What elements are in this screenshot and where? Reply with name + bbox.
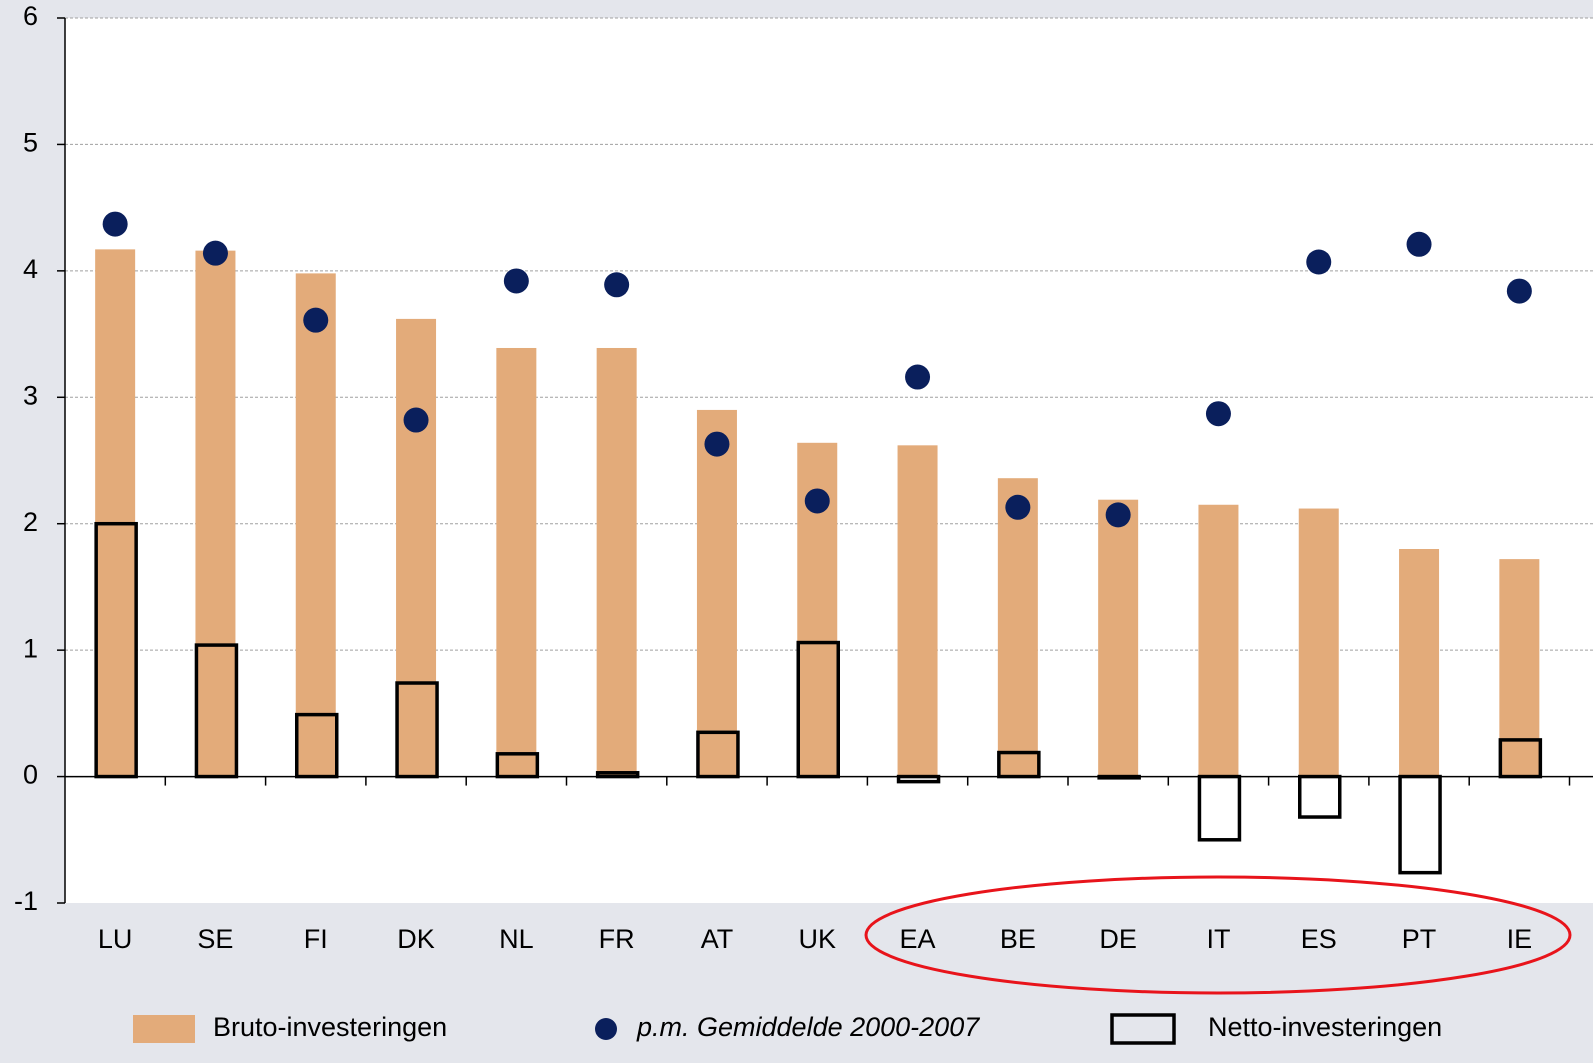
x-tick-label: FR: [599, 924, 635, 954]
net-bar: [194, 643, 239, 779]
dot: [403, 407, 429, 433]
net-bar: [395, 681, 439, 779]
dot: [1205, 401, 1231, 427]
x-tick-label: UK: [798, 924, 836, 954]
dot: [704, 431, 730, 457]
net-bar: [696, 730, 740, 779]
x-tick-label: DK: [397, 924, 435, 954]
legend-label: Netto-investeringen: [1208, 1012, 1442, 1042]
dot: [905, 364, 931, 390]
x-tick-label: DE: [1099, 924, 1137, 954]
x-tick-label: IE: [1507, 924, 1533, 954]
x-tick-label: PT: [1402, 924, 1437, 954]
x-tick-label: SE: [197, 924, 233, 954]
bar: [1098, 499, 1139, 777]
net-bar: [796, 640, 840, 779]
net-bar: [1298, 774, 1342, 819]
y-tick-label: -1: [14, 886, 38, 916]
net-bar: [495, 752, 540, 779]
y-tick-label: 4: [23, 254, 38, 284]
net-bar: [997, 750, 1041, 779]
y-tick-label: 0: [23, 760, 38, 790]
bar: [195, 250, 236, 777]
dot: [1406, 231, 1432, 257]
bar: [696, 409, 737, 777]
bar: [1399, 549, 1440, 777]
dot: [1105, 502, 1131, 528]
y-tick-label: 2: [23, 507, 38, 537]
legend-swatch: [595, 1018, 617, 1040]
legend-swatch: [133, 1015, 195, 1043]
bar: [295, 273, 336, 777]
net-bar: [595, 771, 640, 779]
dot: [804, 488, 830, 514]
net-bar: [295, 712, 339, 779]
bar: [997, 478, 1038, 777]
bar: [1298, 508, 1339, 777]
x-tick-label: FI: [304, 924, 328, 954]
net-bar: [1097, 774, 1141, 780]
y-tick-label: 3: [23, 380, 38, 410]
y-tick-label: 1: [23, 633, 38, 663]
dot: [202, 240, 228, 266]
dot: [1506, 278, 1532, 304]
net-bar: [896, 774, 941, 784]
legend-label: Bruto-investeringen: [213, 1012, 447, 1042]
bar: [1499, 559, 1540, 777]
dot: [604, 272, 630, 298]
y-tick-label: 5: [23, 128, 38, 158]
x-tick-label: EA: [900, 924, 936, 954]
dot: [303, 307, 329, 333]
bar: [596, 347, 637, 777]
bar: [396, 318, 437, 777]
x-tick-label: ES: [1301, 924, 1337, 954]
net-bar: [94, 521, 138, 779]
dot: [503, 268, 529, 294]
x-tick-label: LU: [98, 924, 133, 954]
x-tick-label: BE: [1000, 924, 1036, 954]
x-tick-label: IT: [1206, 924, 1230, 954]
legend-label: p.m. Gemiddelde 2000-2007: [636, 1012, 980, 1042]
bar: [897, 445, 938, 777]
net-bar: [1498, 738, 1543, 779]
dot: [1306, 249, 1332, 275]
dot: [1005, 494, 1031, 520]
net-bar: [1197, 774, 1242, 842]
x-tick-label: NL: [499, 924, 534, 954]
legend-swatch: [1110, 1013, 1176, 1045]
bar: [496, 347, 537, 777]
net-bar: [1398, 774, 1442, 875]
highlight-ellipse: [864, 875, 1572, 995]
dot: [102, 211, 128, 237]
y-tick-label: 6: [23, 1, 38, 31]
bar: [1198, 504, 1239, 777]
x-tick-label: AT: [701, 924, 734, 954]
bar: [95, 249, 136, 777]
